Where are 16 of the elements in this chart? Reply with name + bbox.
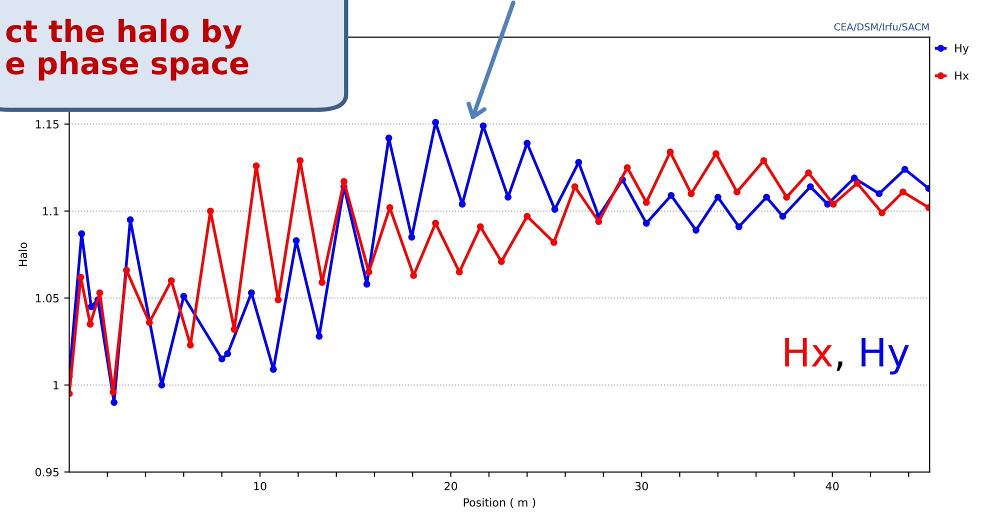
- x-tick-label: 30: [635, 482, 648, 490]
- legend-label: Hy: [955, 44, 969, 55]
- text: CEA/DSM/Irfu/SACM: [834, 23, 929, 32]
- y-tick-label: 0.95: [36, 468, 59, 476]
- y-tick-label: 1.05: [36, 294, 59, 302]
- annotation: Hx, Hy: [785, 338, 909, 374]
- y-axis-title: Halo: [18, 242, 28, 266]
- y-tick-label: 1: [54, 381, 58, 390]
- y-tick-label: 1.1: [43, 207, 58, 216]
- x-tick-label: 10: [254, 482, 266, 490]
- x-tick-label: 40: [826, 482, 839, 490]
- legend-label: Hx: [955, 72, 969, 80]
- x-tick-label: 20: [444, 482, 458, 490]
- annotation: ct the halo by e phase space: [6, 18, 248, 81]
- x-axis-title: Position ( m ): [464, 498, 536, 508]
- y-tick-label: 1.15: [36, 120, 59, 128]
